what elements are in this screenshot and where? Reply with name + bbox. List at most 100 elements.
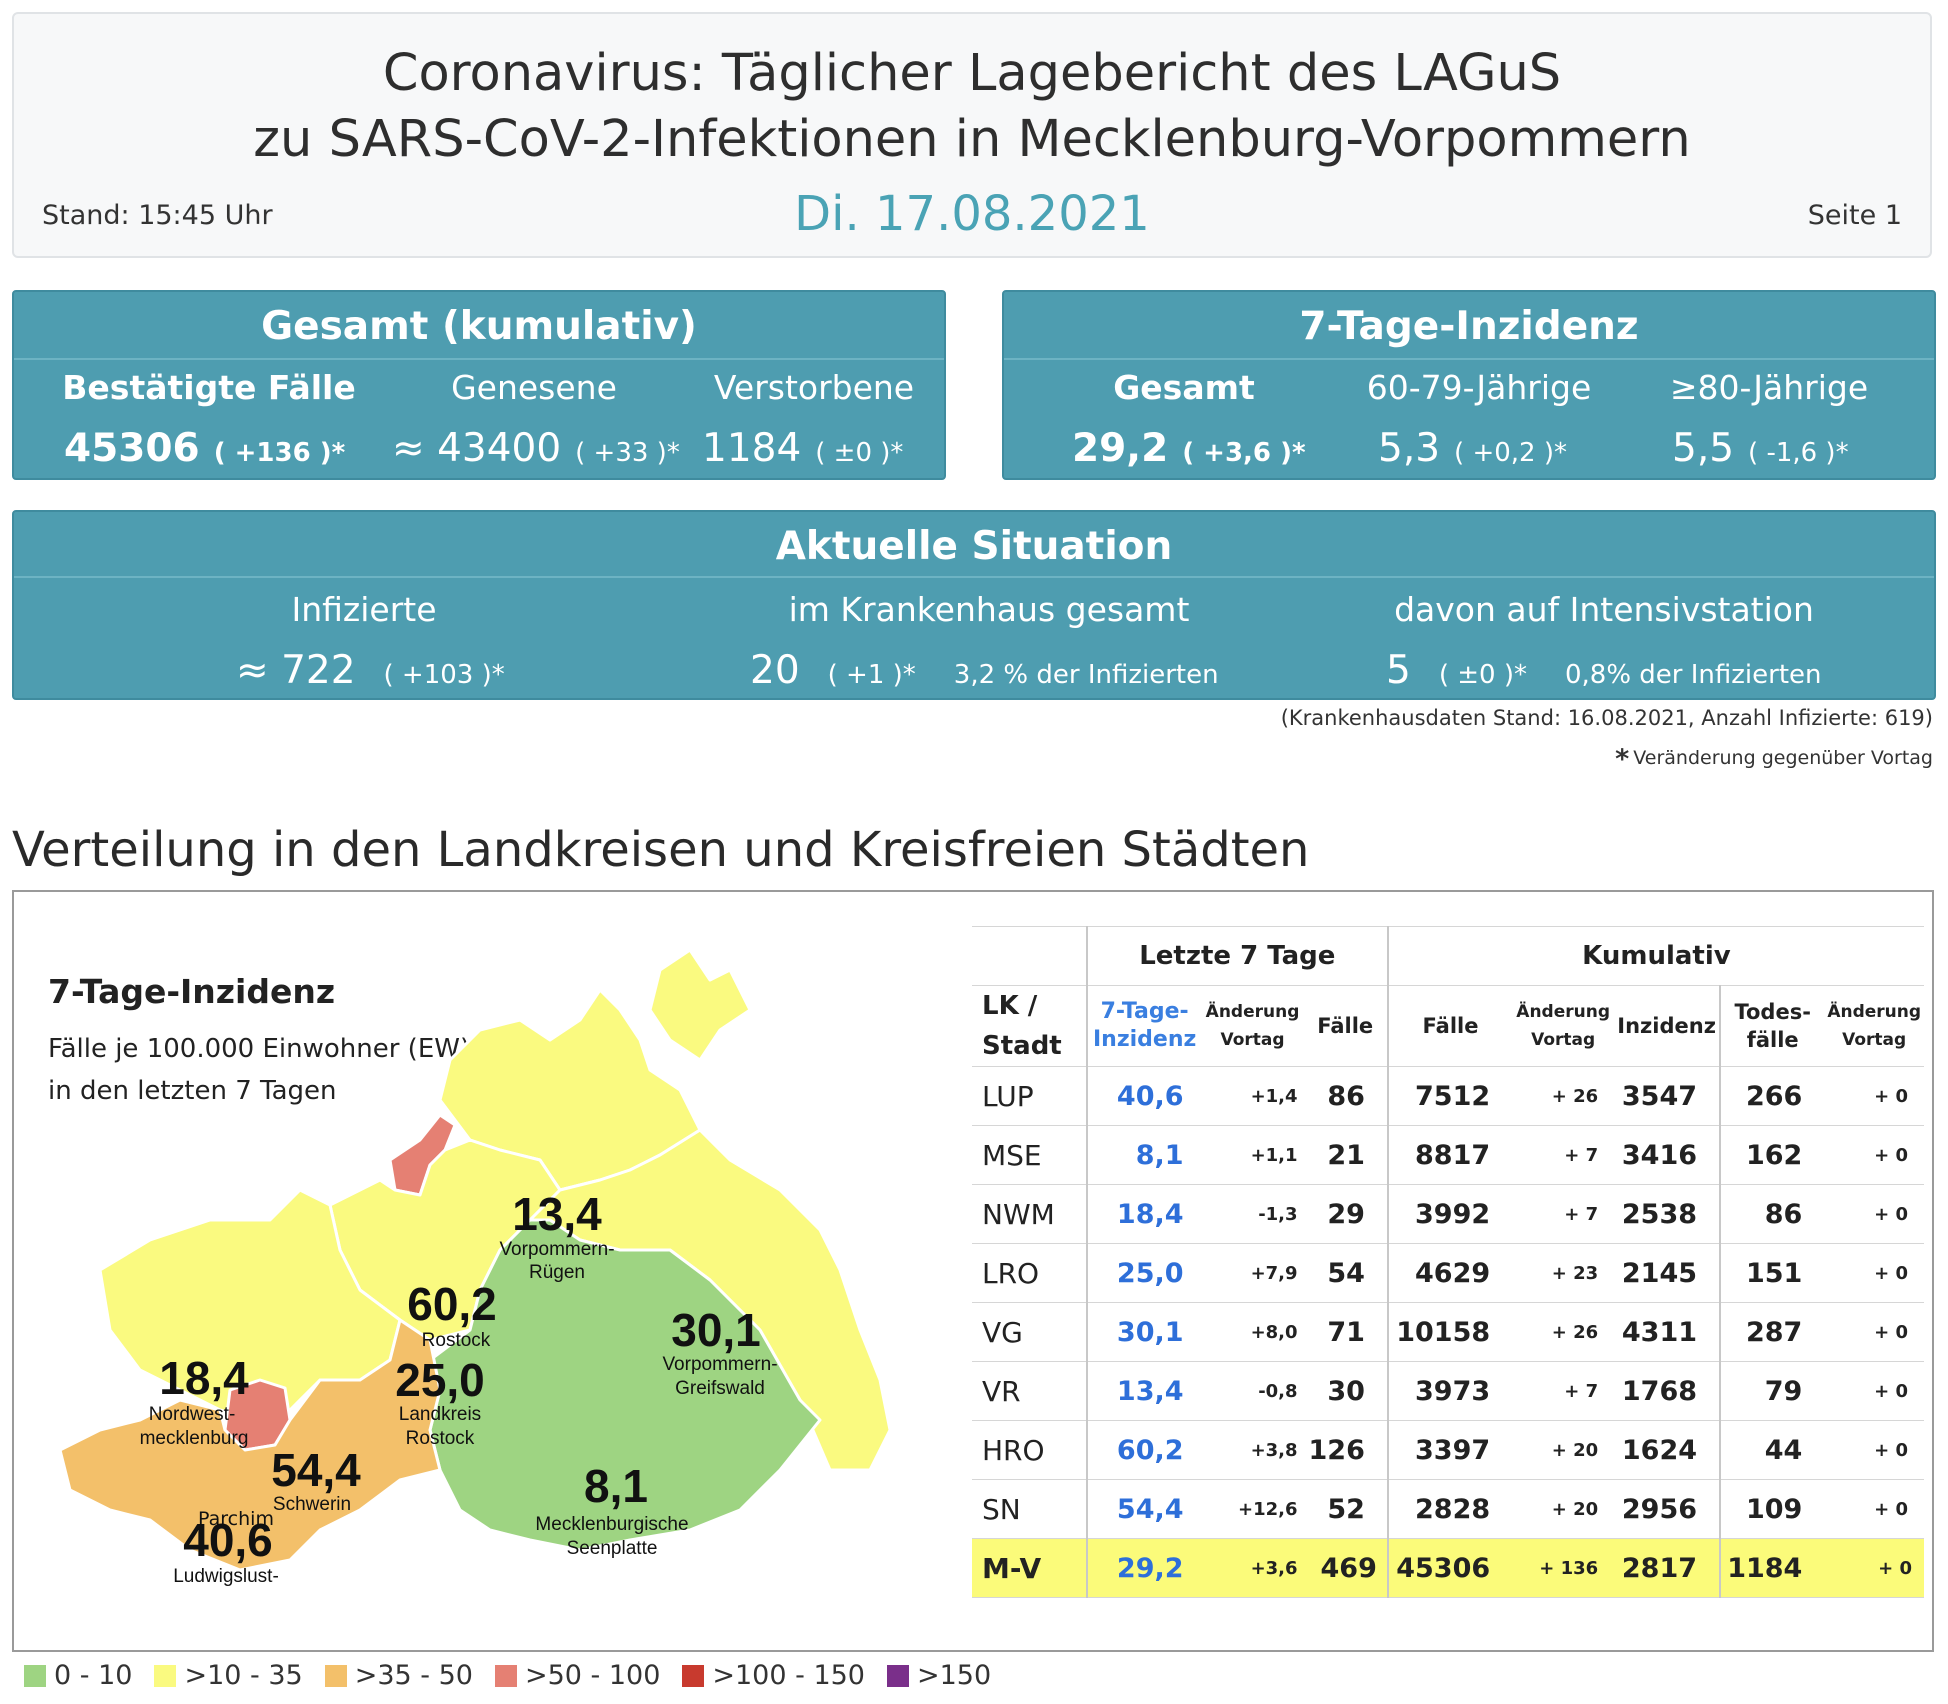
cell-faelle: 21	[1303, 1125, 1388, 1185]
header-kum-aenderung: Änderung Vortag	[1512, 985, 1615, 1067]
label-lup-name1: Ludwigslust-	[173, 1566, 279, 1587]
cell-lk: MSE	[972, 1125, 1087, 1185]
header-taend-2: Vortag	[1842, 1030, 1907, 1050]
gesamt-title: Gesamt (kumulativ)	[261, 304, 697, 349]
cell-aenderung: -0,8	[1201, 1361, 1304, 1421]
change-note: * Veränderung gegenüber Vortag	[1615, 744, 1933, 775]
header-aend-2: Vortag	[1220, 1030, 1285, 1050]
header-inz-1: 7-Tage-	[1100, 999, 1189, 1024]
label-genesene: Genesene	[451, 368, 617, 407]
legend-item: 0 - 10	[24, 1660, 132, 1691]
cell-todesfaelle: 287	[1719, 1302, 1825, 1362]
verstorbene-change: ( ±0 )*	[815, 438, 904, 468]
gesamt-divider	[14, 358, 944, 360]
legend-swatch	[494, 1664, 517, 1687]
header-empty	[972, 926, 1087, 986]
header-tod-2: fälle	[1746, 1028, 1799, 1052]
cell-faelle: 71	[1303, 1302, 1388, 1362]
table-row-total: M-V 29,2 +3,6 469 45306 + 136 2817 1184 …	[972, 1538, 1924, 1598]
legend-item: >150	[886, 1660, 991, 1691]
label-vg-name2: Greifswald	[675, 1378, 765, 1399]
cell-kum-aenderung: + 20	[1512, 1479, 1615, 1539]
cell-aenderung: -1,3	[1201, 1184, 1304, 1244]
legend-item: >10 - 35	[154, 1660, 303, 1691]
table-row: LUP 40,6 +1,4 86 7512 + 26 3547 266 + 0	[972, 1066, 1924, 1126]
cell-kum-faelle: 3397	[1386, 1420, 1513, 1480]
infizierte-change: ( +103 )*	[383, 660, 505, 690]
intensiv-group: 5 ( ±0 )* 0,8% der Infizierten	[1386, 648, 1822, 693]
cell-aenderung: +1,4	[1201, 1066, 1304, 1126]
header-kaend-1: Änderung	[1516, 1002, 1611, 1022]
header-tod-aenderung: Änderung Vortag	[1824, 985, 1924, 1067]
cell-lk: LRO	[972, 1243, 1087, 1303]
cell-inzidenz: 25,0	[1085, 1243, 1202, 1303]
legend-swatch	[24, 1664, 46, 1687]
page-number: Seite 1	[1807, 200, 1902, 231]
inz-gesamt-group: 29,2 ( +3,6 )*	[1072, 426, 1306, 471]
report-header: Coronavirus: Täglicher Lagebericht des L…	[12, 12, 1932, 258]
label-verstorbene: Verstorbene	[713, 368, 915, 407]
legend-item: >100 - 150	[682, 1660, 865, 1691]
label-infizierte: Infizierte	[291, 590, 437, 629]
label-sn-name: Schwerin	[273, 1494, 351, 1515]
inz-60-79-value: 5,3	[1378, 426, 1441, 471]
label-lup-value: 40,6	[183, 1514, 273, 1566]
gesamt-panel: Gesamt (kumulativ) Bestätigte Fälle Gene…	[12, 290, 946, 480]
table-row: VG 30,1 +8,0 71 10158 + 26 4311 287 + 0	[972, 1302, 1924, 1362]
cell-kum-inzidenz: 1624	[1614, 1420, 1721, 1480]
cell-todesfaelle: 109	[1719, 1479, 1825, 1539]
region-ludwigslust-parchim[interactable]	[60, 1318, 442, 1572]
cell-kum-aenderung: + 7	[1512, 1361, 1615, 1421]
label-vg-value: 30,1	[671, 1304, 761, 1356]
region-ruegen-island[interactable]	[648, 950, 752, 1062]
cell-kum-inzidenz: 2145	[1614, 1243, 1721, 1303]
infizierte-group: ≈ 722 ( +103 )*	[236, 648, 505, 693]
krankenhaus-group: 20 ( +1 )* 3,2 % der Infizierten	[750, 648, 1219, 693]
section-title: Verteilung in den Landkreisen und Kreisf…	[12, 822, 1310, 878]
legend-item: >35 - 50	[324, 1660, 473, 1691]
cell-lk: VR	[972, 1361, 1087, 1421]
table-row: SN 54,4 +12,6 52 2828 + 20 2956 109 + 0	[972, 1479, 1924, 1539]
cell-kum-aenderung: + 23	[1512, 1243, 1615, 1303]
district-table: Letzte 7 Tage Kumulativ LK / Stadt 7-Tage…	[972, 926, 1924, 1598]
inzidenz-divider	[1004, 358, 1934, 360]
cell-kum-inzidenz: 4311	[1614, 1302, 1721, 1362]
header-lk-1: LK /	[982, 991, 1038, 1021]
table-header-columns: LK / Stadt 7-Tage- Inzidenz Änderung Vortag…	[972, 985, 1924, 1067]
title-line-1: Coronavirus: Täglicher Lagebericht des L…	[382, 44, 1562, 103]
cell-kum-inzidenz: 2538	[1614, 1184, 1721, 1244]
cell-todesfaelle: 44	[1719, 1420, 1825, 1480]
cell-inzidenz: 54,4	[1085, 1479, 1202, 1539]
infizierte-value: ≈ 722	[236, 648, 356, 693]
cell-aenderung: +7,9	[1201, 1243, 1304, 1303]
header-faelle: Fälle	[1303, 985, 1388, 1067]
legend-swatch	[682, 1664, 705, 1687]
label-sn-value: 54,4	[271, 1444, 361, 1496]
legend-swatch	[154, 1664, 177, 1687]
cell-tod-aenderung: + 0	[1824, 1066, 1924, 1126]
label-lro-name1: Landkreis	[399, 1404, 481, 1425]
label-vr-name2: Rügen	[529, 1262, 585, 1283]
header-letzte-7-tage: Letzte 7 Tage	[1085, 926, 1388, 986]
legend-label: >50 - 100	[524, 1660, 661, 1691]
inz-gesamt-change: ( +3,6 )*	[1182, 438, 1306, 468]
cell-tod-aenderung: + 0	[1824, 1302, 1924, 1362]
cell-lk: M-V	[972, 1538, 1087, 1598]
table-row: VR 13,4 -0,8 30 3973 + 7 1768 79 + 0	[972, 1361, 1924, 1421]
cell-faelle: 54	[1303, 1243, 1388, 1303]
label-nwm-value: 18,4	[159, 1352, 249, 1404]
table-row: NWM 18,4 -1,3 29 3992 + 7 2538 86 + 0	[972, 1184, 1924, 1244]
header-lk: LK / Stadt	[972, 985, 1087, 1067]
inz-80-change: ( -1,6 )*	[1748, 438, 1849, 468]
label-lup-name2: Parchim	[198, 1508, 274, 1530]
label-inz-60-79: 60-79-Jährige	[1366, 368, 1592, 407]
cell-tod-aenderung: + 0	[1824, 1243, 1924, 1303]
inz-gesamt-value: 29,2	[1072, 426, 1169, 471]
cell-todesfaelle: 266	[1719, 1066, 1825, 1126]
stand-time: Stand: 15:45 Uhr	[42, 200, 273, 231]
header-tod-1: Todes-	[1734, 1000, 1811, 1024]
cell-tod-aenderung: + 0	[1824, 1184, 1924, 1244]
cell-kum-inzidenz: 2817	[1614, 1538, 1721, 1598]
cell-kum-aenderung: + 7	[1512, 1184, 1615, 1244]
label-inz-80: ≥80-Jährige	[1669, 368, 1869, 407]
